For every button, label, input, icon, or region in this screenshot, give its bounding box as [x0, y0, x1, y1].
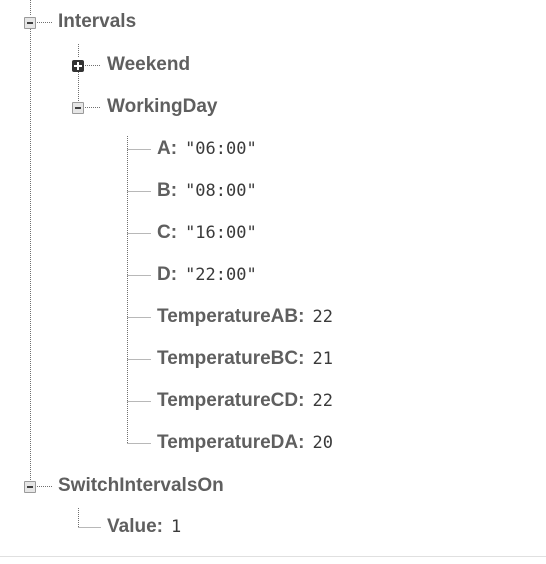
tree-leaf-temperature-da[interactable]: TemperatureDA: 20 [157, 432, 333, 454]
node-key: Intervals [58, 11, 137, 32]
leaf-key: TemperatureBC: [157, 348, 305, 369]
leaf-key: TemperatureCD: [157, 390, 305, 411]
expand-icon[interactable] [72, 60, 84, 72]
leaf-value[interactable]: 20 [312, 433, 333, 453]
tree-node-intervals[interactable]: Intervals [58, 11, 136, 33]
leaf-key: B: [157, 180, 178, 201]
leaf-value[interactable]: 1 [170, 517, 182, 537]
leaf-value[interactable]: "22:00" [185, 265, 257, 285]
tree-leaf-temperature-cd[interactable]: TemperatureCD: 22 [157, 390, 333, 412]
divider [0, 556, 546, 557]
node-key: Weekend [107, 54, 191, 75]
node-key: WorkingDay [107, 96, 218, 117]
leaf-key: D: [157, 264, 178, 285]
leaf-value[interactable]: 22 [312, 391, 333, 411]
tree-leaf-c[interactable]: C: "16:00" [157, 222, 257, 244]
tree-leaf-temperature-bc[interactable]: TemperatureBC: 21 [157, 348, 333, 370]
leaf-value[interactable]: "08:00" [185, 181, 257, 201]
leaf-key: C: [157, 222, 178, 243]
leaf-value[interactable]: "06:00" [185, 139, 257, 159]
collapse-icon[interactable] [72, 102, 84, 114]
tree-leaf-value[interactable]: Value: 1 [107, 516, 181, 538]
leaf-value[interactable]: 21 [312, 349, 333, 369]
tree-leaf-temperature-ab[interactable]: TemperatureAB: 22 [157, 306, 333, 328]
tree-leaf-d[interactable]: D: "22:00" [157, 264, 257, 286]
tree-leaf-a[interactable]: A: "06:00" [157, 138, 257, 160]
leaf-key: Value: [107, 516, 163, 537]
leaf-value[interactable]: 22 [312, 307, 333, 327]
tree-node-switchintervalson[interactable]: SwitchIntervalsOn [58, 475, 224, 497]
node-key: SwitchIntervalsOn [58, 475, 224, 496]
leaf-key: TemperatureAB: [157, 306, 305, 327]
collapse-icon[interactable] [24, 17, 36, 29]
collapse-icon[interactable] [24, 481, 36, 493]
tree-node-weekend[interactable]: Weekend [107, 54, 190, 76]
tree-leaf-b[interactable]: B: "08:00" [157, 180, 257, 202]
tree-node-workingday[interactable]: WorkingDay [107, 96, 218, 118]
leaf-key: TemperatureDA: [157, 432, 305, 453]
leaf-value[interactable]: "16:00" [185, 223, 257, 243]
leaf-key: A: [157, 138, 178, 159]
